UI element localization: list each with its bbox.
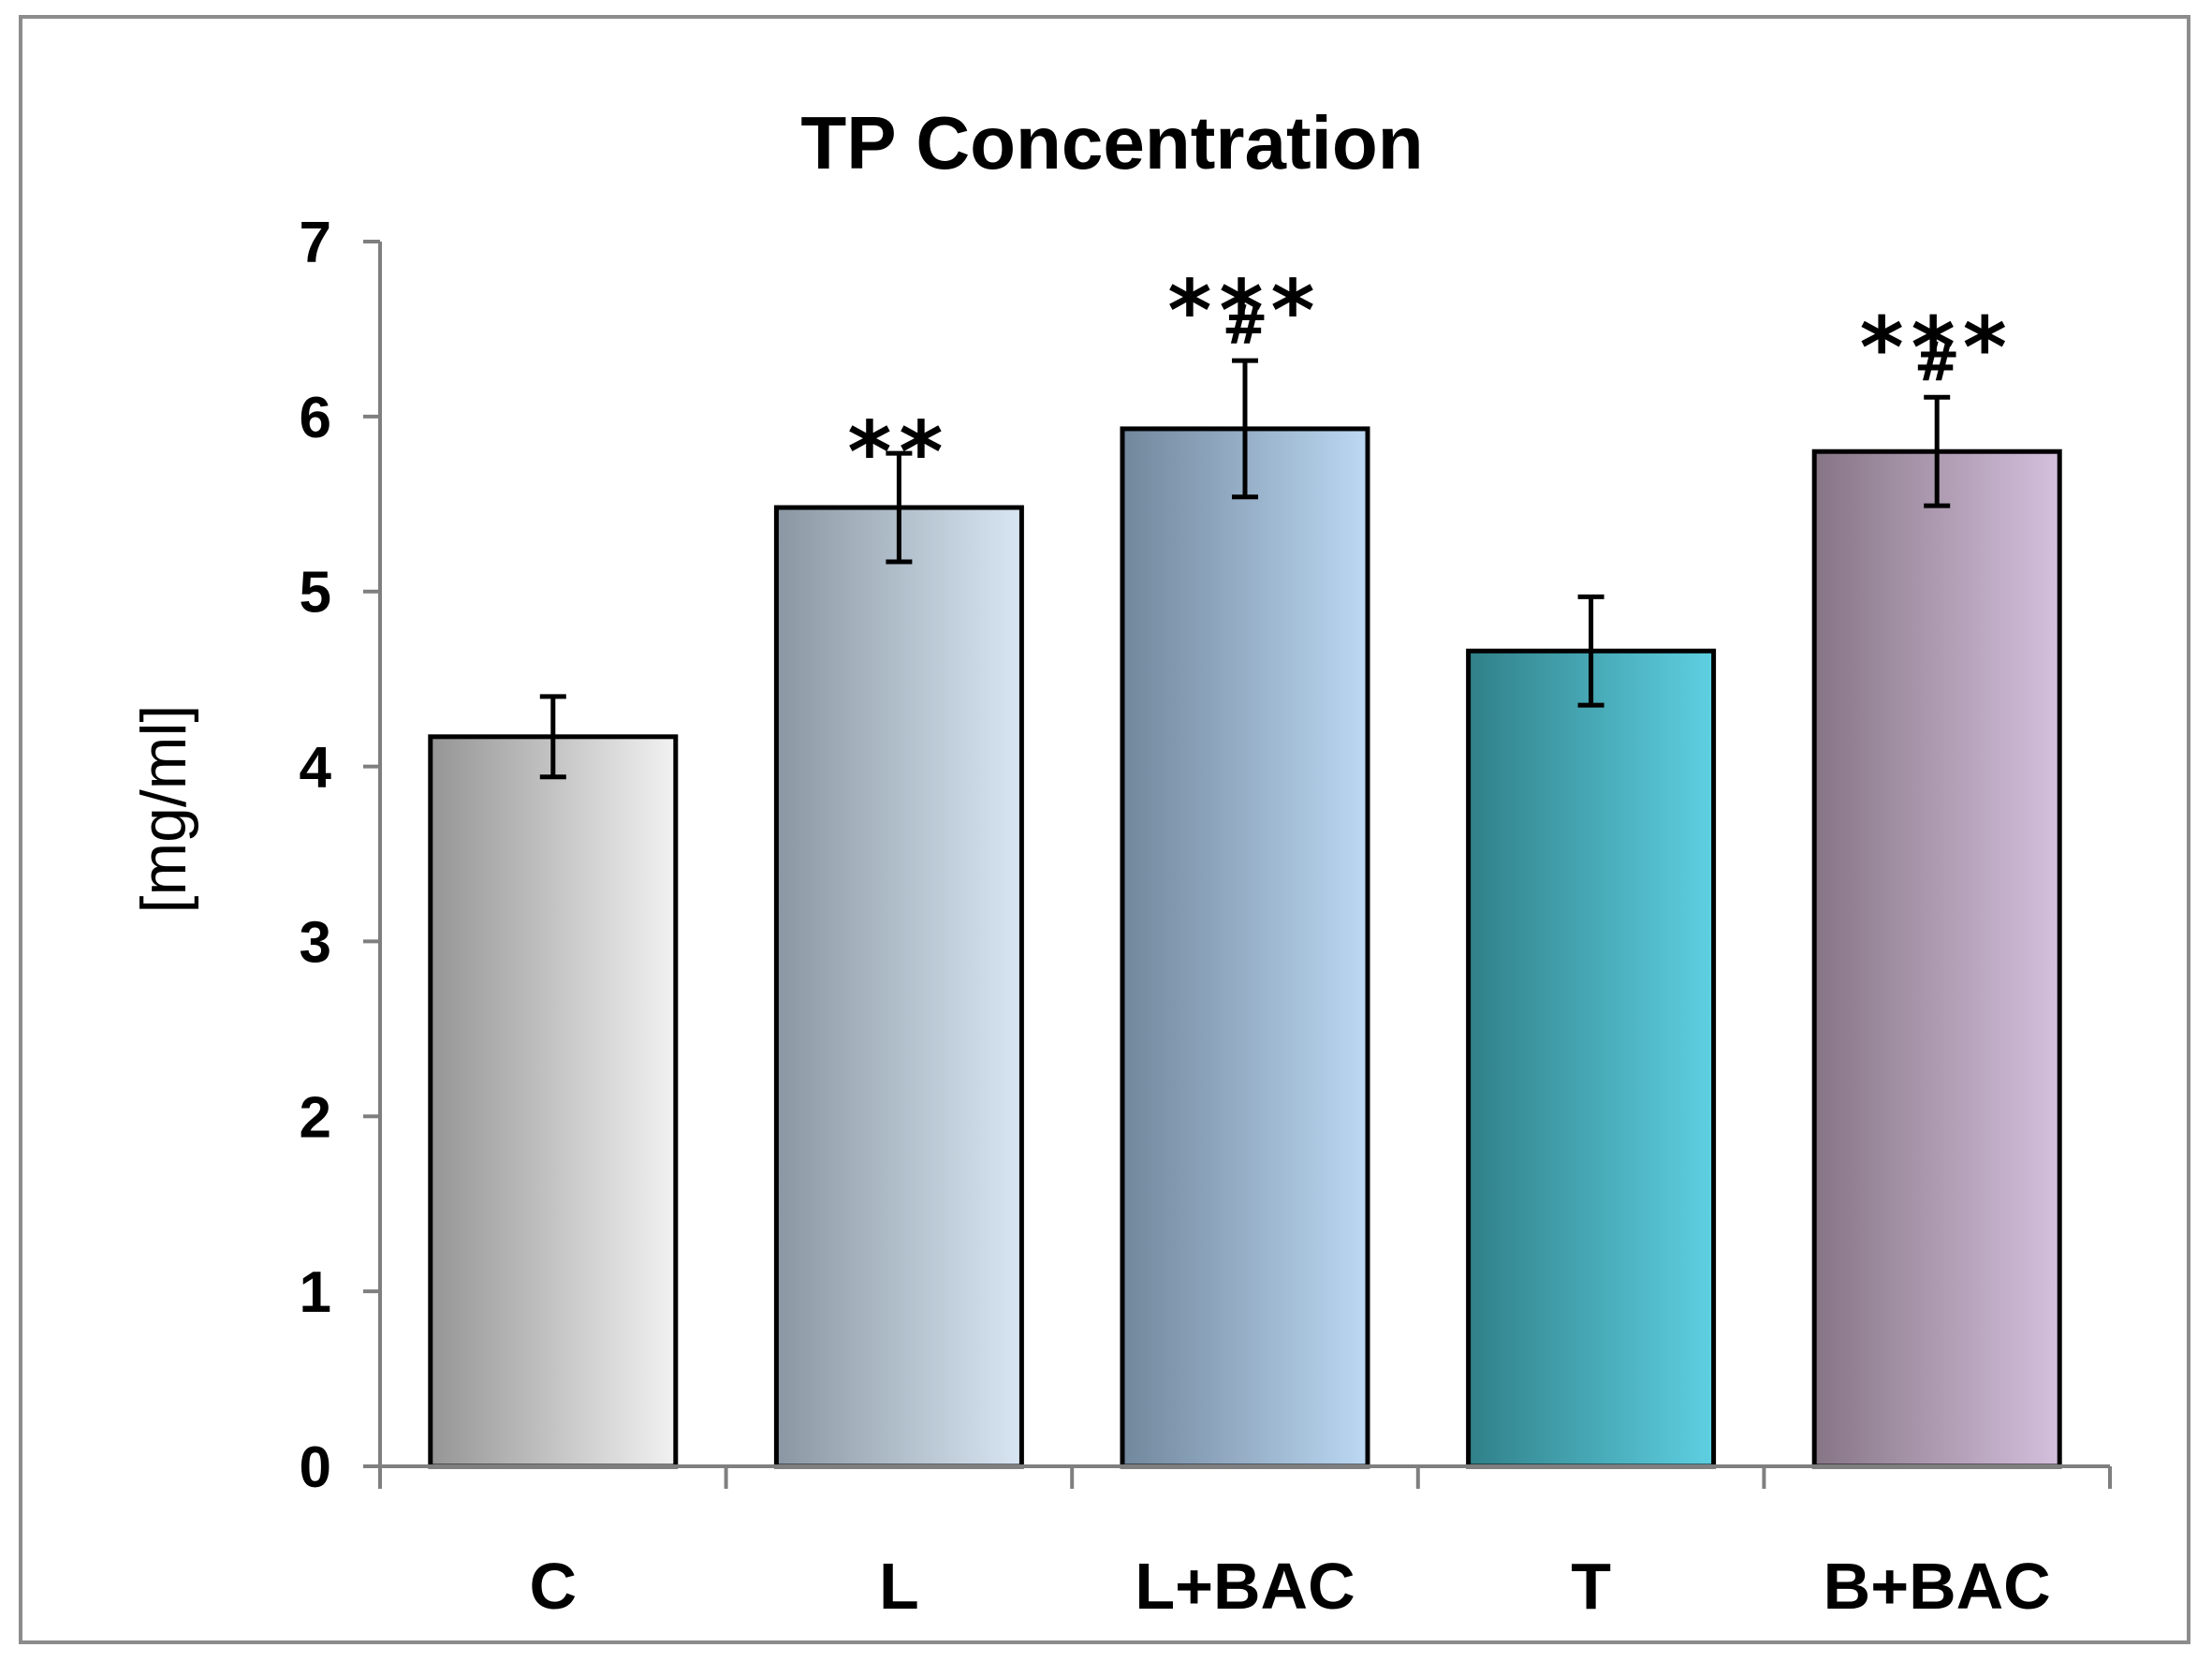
- chart-title: TP Concentration: [800, 101, 1423, 184]
- error-bars-group: [539, 358, 1951, 780]
- significance-stars: ***: [1167, 262, 1322, 360]
- x-tick-label: L: [879, 1550, 919, 1623]
- error-bar: [886, 450, 913, 565]
- x-tick-label: B+BAC: [1824, 1550, 2051, 1623]
- bar-l-bac: [1120, 426, 1370, 1469]
- x-tick-label: C: [530, 1550, 578, 1623]
- y-tick-label: 6: [300, 386, 331, 450]
- y-tick-label: 7: [300, 211, 331, 275]
- y-tick-label: 0: [300, 1435, 331, 1500]
- y-tick-label: 1: [300, 1260, 331, 1325]
- error-bar: [1232, 358, 1258, 500]
- significance-annotations: **#***#***: [847, 262, 2014, 502]
- hash-annotation: #: [1914, 330, 1960, 393]
- x-tick-label: T: [1571, 1550, 1611, 1623]
- x-tick-label: L+BAC: [1135, 1550, 1355, 1623]
- significance-stars: ***: [1860, 299, 2014, 397]
- bar-l: [773, 505, 1024, 1469]
- bar-b-bac: [1811, 449, 2062, 1469]
- bar-c: [428, 734, 679, 1469]
- y-tick-label: 5: [300, 561, 331, 625]
- significance-stars: **: [847, 404, 950, 502]
- y-tick-label: 3: [300, 910, 331, 975]
- y-tick-label: 2: [300, 1085, 331, 1150]
- y-tick-label: 4: [300, 736, 332, 801]
- error-bar: [539, 694, 566, 780]
- axes-group: C L L+BAC T B+BAC 0 1 2 3 4 5 6 7: [300, 211, 2112, 1623]
- error-bar: [1577, 594, 1604, 708]
- bars-group: [428, 426, 2062, 1469]
- hash-annotation: #: [1223, 293, 1268, 357]
- y-axis-label: [mg/ml]: [128, 705, 199, 914]
- bar-t: [1466, 648, 1717, 1469]
- error-bar: [1924, 394, 1951, 508]
